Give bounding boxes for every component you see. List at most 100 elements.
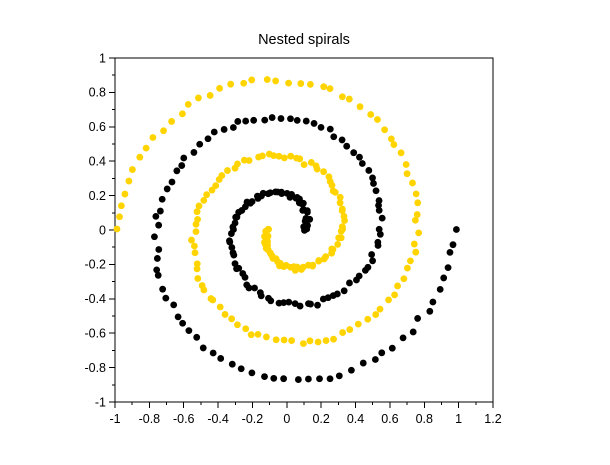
data-point <box>240 156 248 164</box>
data-point <box>376 230 384 238</box>
data-point <box>204 135 212 143</box>
data-point <box>195 94 202 102</box>
data-point <box>378 214 386 222</box>
data-point <box>322 253 330 261</box>
data-point <box>116 213 123 221</box>
data-point <box>209 349 217 357</box>
data-point <box>444 264 452 272</box>
data-point <box>209 296 217 304</box>
data-point <box>129 166 136 173</box>
data-point <box>149 134 157 141</box>
x-tick-label: -0.4 <box>207 412 229 426</box>
data-point <box>268 114 276 121</box>
y-tick-label: 0.8 <box>89 86 106 100</box>
data-point <box>440 274 448 282</box>
data-point <box>250 116 258 124</box>
data-point <box>263 333 270 341</box>
x-tick-label: 0.2 <box>312 412 329 426</box>
data-point <box>306 80 314 88</box>
data-point <box>229 124 237 131</box>
data-point <box>374 116 381 123</box>
data-point <box>314 338 322 346</box>
data-point <box>414 315 422 322</box>
data-point <box>343 142 351 150</box>
data-point <box>376 305 384 313</box>
data-point <box>415 229 423 237</box>
data-point <box>191 249 199 257</box>
x-tick-label: 0 <box>283 412 290 426</box>
data-point <box>324 294 332 302</box>
data-point <box>334 240 342 248</box>
data-point <box>188 236 195 244</box>
data-point <box>299 340 307 347</box>
data-point <box>233 265 240 273</box>
data-point <box>168 178 176 186</box>
data-point <box>153 255 161 262</box>
data-point <box>241 273 249 281</box>
data-point <box>315 257 323 264</box>
data-point <box>234 118 242 125</box>
data-point <box>194 275 202 282</box>
data-point <box>339 329 347 336</box>
data-point <box>293 154 300 162</box>
data-point <box>329 187 337 195</box>
x-tick-label: -1 <box>109 412 120 426</box>
data-point <box>228 360 236 368</box>
data-point <box>326 85 334 93</box>
chart-title: Nested spirals <box>258 32 350 48</box>
data-point <box>247 331 255 339</box>
y-tick-label: -0.2 <box>84 258 106 272</box>
data-point <box>155 221 163 229</box>
data-point <box>248 76 256 84</box>
data-point <box>285 298 293 306</box>
data-point <box>307 300 314 308</box>
data-point <box>156 207 164 215</box>
data-point <box>234 321 241 329</box>
data-point <box>191 242 198 250</box>
data-point <box>240 79 248 87</box>
data-point <box>232 213 240 221</box>
data-point <box>356 103 364 111</box>
y-tick-label: -0.6 <box>84 327 106 341</box>
data-point <box>196 140 204 148</box>
series-spiral-yellow <box>113 76 423 347</box>
axis-tick-labels: -1 -0.8 -0.6 -0.4 -0.2 0 0.2 0.4 0.6 0.8 1 1.2 -1 -0.… <box>84 51 501 426</box>
data-point <box>412 248 420 256</box>
data-point <box>152 212 160 220</box>
data-point <box>340 287 348 295</box>
data-point <box>227 80 235 88</box>
data-point <box>368 251 376 258</box>
data-point <box>192 220 200 228</box>
data-point <box>381 126 388 134</box>
data-point <box>333 290 341 298</box>
data-point <box>411 216 419 224</box>
data-point <box>385 296 392 304</box>
data-point <box>199 344 207 352</box>
data-point <box>251 284 258 292</box>
data-point <box>248 369 256 377</box>
data-point <box>388 344 396 352</box>
x-tick-label: -0.6 <box>173 412 195 426</box>
data-point <box>322 337 330 344</box>
data-point <box>338 136 346 144</box>
data-point <box>369 174 376 182</box>
data-point <box>390 141 398 148</box>
axis-ticks <box>109 57 494 408</box>
y-tick-label: -0.4 <box>84 292 106 306</box>
data-point <box>174 313 182 321</box>
data-point <box>193 208 201 216</box>
data-point <box>329 245 337 253</box>
data-point <box>367 111 375 118</box>
x-tick-label: -0.8 <box>139 412 161 426</box>
data-point <box>245 284 253 292</box>
data-point <box>193 260 201 268</box>
y-tick-label: -1 <box>95 395 106 409</box>
data-point <box>221 311 229 318</box>
data-point <box>287 152 295 160</box>
data-point <box>226 238 234 246</box>
data-point <box>242 325 250 333</box>
data-point <box>267 297 275 305</box>
y-tick-label: 1 <box>99 51 106 65</box>
data-point <box>228 315 236 323</box>
data-point <box>179 319 187 327</box>
